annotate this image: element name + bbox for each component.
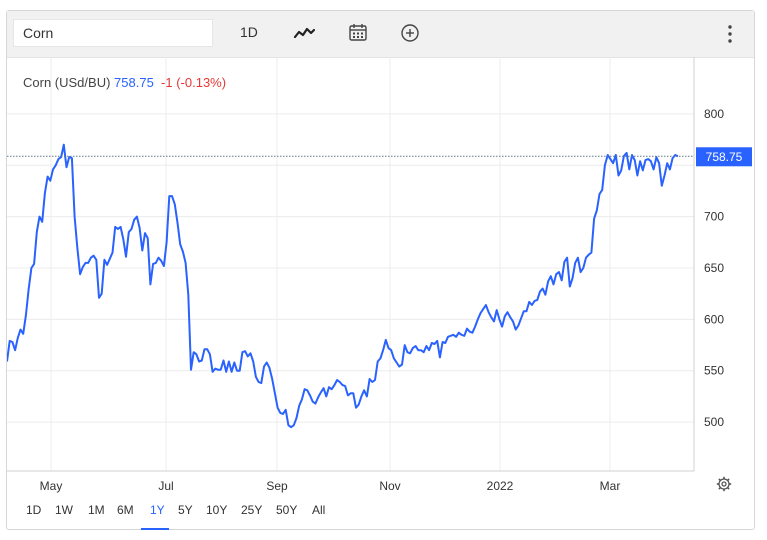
- chart-toolbar: Corn 1D: [7, 11, 754, 58]
- y-tick-label: 700: [704, 210, 724, 224]
- y-tick-label: 800: [704, 107, 724, 121]
- range-10y-button[interactable]: 10Y: [206, 503, 228, 517]
- y-tick-label: 500: [704, 415, 724, 429]
- legend-change: -1 (-0.13%): [161, 75, 227, 90]
- active-range-indicator: [141, 528, 169, 530]
- range-all-button[interactable]: All: [312, 503, 326, 517]
- legend-symbol-name: Corn (USd/BU): [23, 75, 111, 90]
- chart-legend: Corn (USd/BU) 758.75 -1 (-0.13%): [23, 75, 226, 90]
- y-tick-label: 650: [704, 261, 724, 275]
- x-tick-label: Nov: [379, 479, 400, 493]
- legend-price: 758.75: [114, 75, 154, 90]
- line-chart-icon[interactable]: [293, 25, 315, 41]
- calendar-icon[interactable]: [348, 22, 368, 42]
- x-tick-label: May: [40, 479, 63, 493]
- x-tick-label: Mar: [600, 479, 621, 493]
- add-circle-icon[interactable]: [400, 23, 420, 43]
- price-series-line: [7, 143, 679, 429]
- price-chart[interactable]: 500 550 600 650 700 800 May Jul Sep Nov 2022 Mar 758…: [7, 57, 754, 499]
- symbol-search-input[interactable]: Corn: [13, 19, 213, 47]
- range-50y-button[interactable]: 50Y: [276, 503, 298, 517]
- x-tick-label: Sep: [266, 479, 288, 493]
- range-5y-button[interactable]: 5Y: [178, 503, 193, 517]
- range-1y-button[interactable]: 1Y: [150, 503, 165, 517]
- axis-labels: 500 550 600 650 700 800 May Jul Sep Nov 2022 Mar 758…: [40, 107, 752, 493]
- range-selector: 1D 1W 1M 6M 1Y 5Y 10Y 25Y 50Y All: [7, 501, 754, 530]
- chart-widget: Corn 1D Corn (USd/BU) 758.75 -1 (-0.13%): [6, 10, 755, 530]
- range-1w-button[interactable]: 1W: [55, 503, 73, 517]
- y-tick-label: 550: [704, 364, 724, 378]
- range-1m-button[interactable]: 1M: [88, 503, 105, 517]
- y-tick-label: 600: [704, 312, 724, 326]
- price-tag: [696, 147, 752, 167]
- range-1d-button[interactable]: 1D: [26, 503, 42, 517]
- more-vertical-icon[interactable]: [725, 23, 735, 45]
- axes: [7, 57, 695, 472]
- range-25y-button[interactable]: 25Y: [241, 503, 263, 517]
- settings-gear-icon[interactable]: [716, 476, 732, 492]
- range-6m-button[interactable]: 6M: [117, 503, 134, 517]
- x-tick-label: 2022: [487, 479, 514, 493]
- price-tag-label: 758.75: [706, 150, 743, 164]
- interval-button[interactable]: 1D: [240, 24, 258, 40]
- chart-grid: [7, 57, 694, 471]
- x-tick-label: Jul: [158, 479, 173, 493]
- series-layer: [7, 143, 694, 429]
